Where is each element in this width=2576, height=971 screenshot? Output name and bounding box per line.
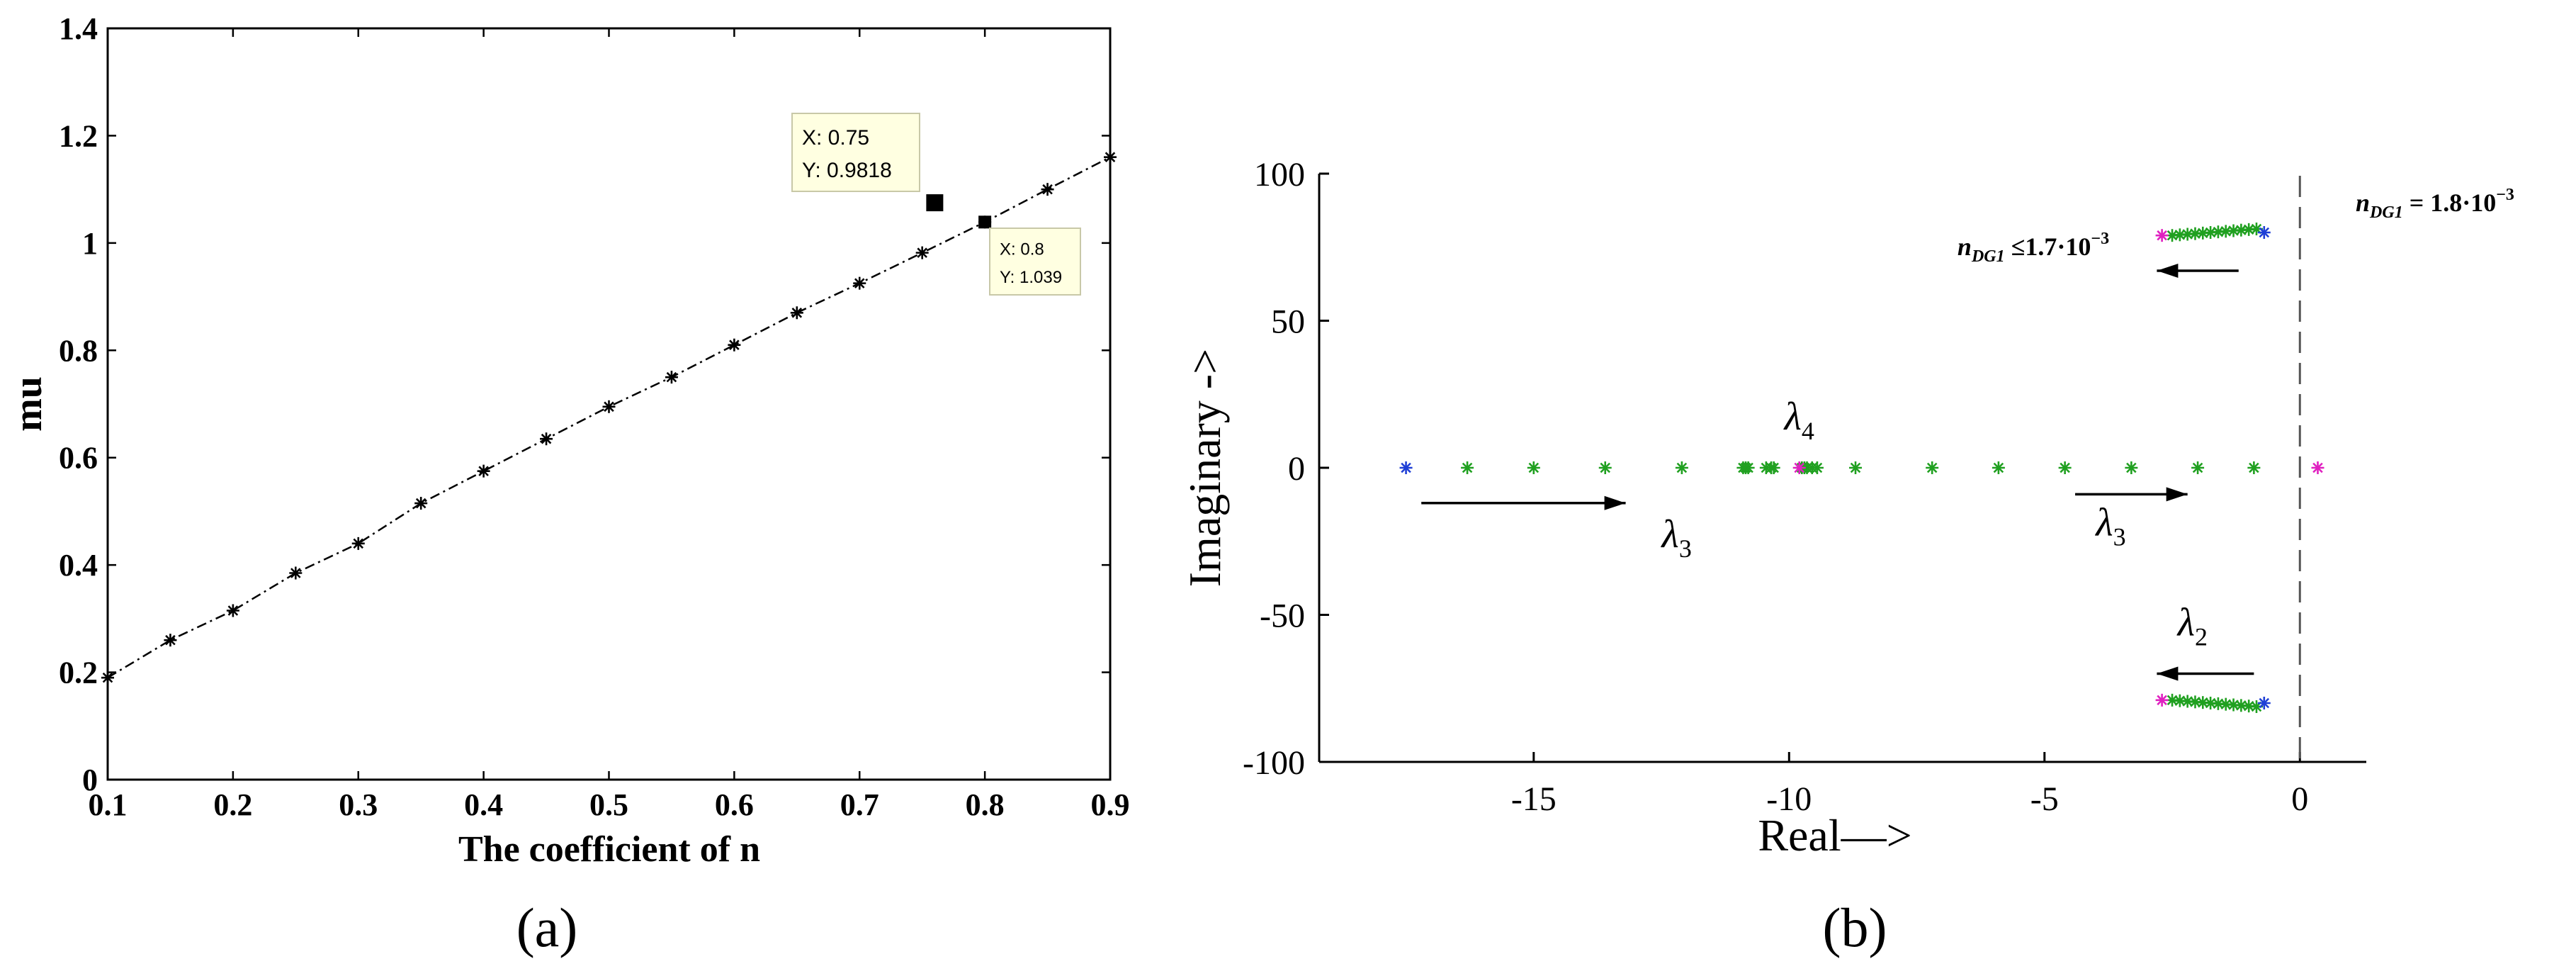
plot-b-eigenvalue-green <box>1849 461 1863 474</box>
plot-b-eigenvalue-green <box>1675 461 1688 474</box>
plot-a-xtick-label: 0.6 <box>715 787 754 822</box>
plot-b-ylabel: Imaginary -> <box>1180 349 1230 587</box>
plot-a-data-point <box>915 246 929 259</box>
plot-a-datatip-y: Y: 1.039 <box>1000 268 1062 287</box>
plot-b-xtick-label: -5 <box>2030 780 2059 818</box>
plot-b-eigenvalue-green <box>2196 696 2210 709</box>
plot-a-datatip-y: Y: 0.9818 <box>802 159 892 182</box>
panel-b-label: (b) <box>1823 897 1887 958</box>
plot-a-ytick-label: 0.2 <box>59 656 98 690</box>
plot-b-eigenvalue-blue <box>1399 461 1413 474</box>
plot-a-data-point <box>477 464 490 478</box>
plot-a-xtick-label: 0.3 <box>339 787 378 822</box>
plot-a-data-point <box>1041 183 1054 196</box>
plot-a-data-point <box>351 537 365 550</box>
plot-b-ytick-label: -50 <box>1260 597 1305 635</box>
plot-b-eigenvalue-green <box>2058 461 2072 474</box>
plot-b-eigenvalue-magenta <box>2311 461 2324 474</box>
plot-b-lambda-label: λ2 <box>2176 601 2208 651</box>
plot-a-data-point <box>540 432 553 446</box>
plot-a-datatips: X: 0.75 Y: 0.9818 X: 0.8 Y: 1.039 <box>791 113 1081 296</box>
plot-b-ytick-label: 50 <box>1271 303 1305 341</box>
plot-b-eigenvalue-green <box>2125 461 2138 474</box>
plot-b-lambda-label: λ3 <box>2094 500 2125 551</box>
plot-a-ylabel: mu <box>6 376 50 432</box>
plot-a-ticks: 0.1 0.2 0.3 0.4 0.5 0.6 0.7 0.8 0.9 0 0.2 0.4 0.6 0.8… <box>59 11 1130 822</box>
plot-a-datatip-x: X: 0.8 <box>1000 240 1044 259</box>
plot-a-ytick-label: 0.6 <box>59 441 98 476</box>
plot-a-ytick-label: 0 <box>82 763 98 797</box>
plot-a-data-point <box>164 634 177 647</box>
plot-a-xtick-label: 0.1 <box>89 787 128 822</box>
plot-a-data-point <box>289 566 303 580</box>
plot-b-eigenvalue-green <box>2191 461 2205 474</box>
plot-a-data-point <box>226 604 239 617</box>
plot-b-lambda-label: λ4 <box>1783 395 1814 445</box>
plot-b-eigenvalue-green <box>1992 461 2005 474</box>
plot-a-data-point <box>665 371 678 384</box>
plot-b-direction-arrow <box>2075 487 2188 502</box>
plot-a-data-point <box>1104 150 1117 164</box>
plot-b-eigenvalue-green <box>1926 461 1939 474</box>
plot-a-xtick-label: 0.9 <box>1091 787 1130 822</box>
plot-a-xtick-label: 0.2 <box>213 787 252 822</box>
plot-a-xtick-label: 0.4 <box>464 787 503 822</box>
plot-a-data-point <box>790 306 803 320</box>
plot-a-datatip-marker <box>926 194 944 212</box>
plot-b-eigenvalue-green <box>2247 461 2261 474</box>
plot-a-ytick-label: 0.4 <box>59 548 98 583</box>
plot-b-direction-arrow <box>1421 495 1626 510</box>
plot-b-direction-arrow <box>2157 263 2239 278</box>
plot-a-data-point <box>602 400 616 413</box>
plot-a-xtick-label: 0.7 <box>840 787 879 822</box>
plot-a-ytick-label: 0.8 <box>59 333 98 368</box>
plot-b-threshold-right-label: nDG1 = 1.8·10−3 <box>2356 186 2514 222</box>
plot-b-eigenvalue-green <box>1598 461 1612 474</box>
plot-b-xtick-label: -10 <box>1766 780 1812 818</box>
panel-a: 0.1 0.2 0.3 0.4 0.5 0.6 0.7 0.8 0.9 0 0.2 0.4 0.6 0.8… <box>6 11 1130 958</box>
plot-b-eigenvalue-magenta <box>2155 229 2169 242</box>
panel-a-label: (a) <box>516 897 578 958</box>
plot-b-eigenvalue-green <box>1741 461 1755 474</box>
plot-b-xtick-label: 0 <box>2291 780 2308 818</box>
plot-a-datatip-box <box>791 113 920 192</box>
plot-b-ytick-label: -100 <box>1243 744 1305 782</box>
plot-a-markers <box>101 150 1117 685</box>
plot-b-eigenvalue-blue <box>2257 697 2271 709</box>
plot-a-data-point <box>101 671 114 685</box>
plot-a-data-point <box>728 338 741 352</box>
plot-b-xtick-label: -15 <box>1511 780 1557 818</box>
plot-a-datatip-box <box>989 228 1081 296</box>
plot-b-xlabel: Real—> <box>1758 810 1911 860</box>
plot-b-eigenvalue-blue <box>2257 226 2271 239</box>
plot-b-lambda-label: λ3 <box>1661 512 1692 563</box>
plot-b-eigenvalue-magenta <box>2155 693 2169 707</box>
plot-a-data-point <box>853 276 866 290</box>
plot-a-ytick-label: 1 <box>82 226 98 261</box>
plot-b-direction-arrow <box>2157 666 2254 681</box>
plot-b-eigenvalue-magenta <box>1792 461 1806 474</box>
plot-b-ytick-label: 100 <box>1254 156 1305 193</box>
plot-a-series-line <box>107 156 1111 679</box>
plot-b-eigenvalue-green <box>1810 461 1824 474</box>
plot-a-datatip-x: X: 0.75 <box>802 126 869 150</box>
plot-b-ytick-label: 0 <box>1288 450 1305 488</box>
plot-a-xtick-label: 0.8 <box>966 787 1005 822</box>
plot-a-ytick-label: 1.4 <box>59 11 98 46</box>
plot-b-eigenvalue-green <box>1461 461 1474 474</box>
plot-a-data-point <box>414 497 428 510</box>
plot-a-xtick-label: 0.5 <box>589 787 628 822</box>
plot-b-eigenvalue-green <box>1527 461 1540 474</box>
plot-a-xlabel: The coefficient of n <box>458 829 760 870</box>
plot-a-datatip-marker <box>978 215 992 229</box>
plot-b-eigenvalue-green <box>1767 461 1780 474</box>
plot-b-arrows <box>1421 263 2254 681</box>
plot-b-eigenvalue-markers <box>1399 223 2324 713</box>
plot-a-ytick-label: 1.2 <box>59 118 98 153</box>
plot-b-eigen-labels: λ3 λ4 λ3 λ2 <box>1661 395 2208 651</box>
plot-b-threshold-left-label: nDG1 ≤1.7·10−3 <box>1958 230 2109 266</box>
